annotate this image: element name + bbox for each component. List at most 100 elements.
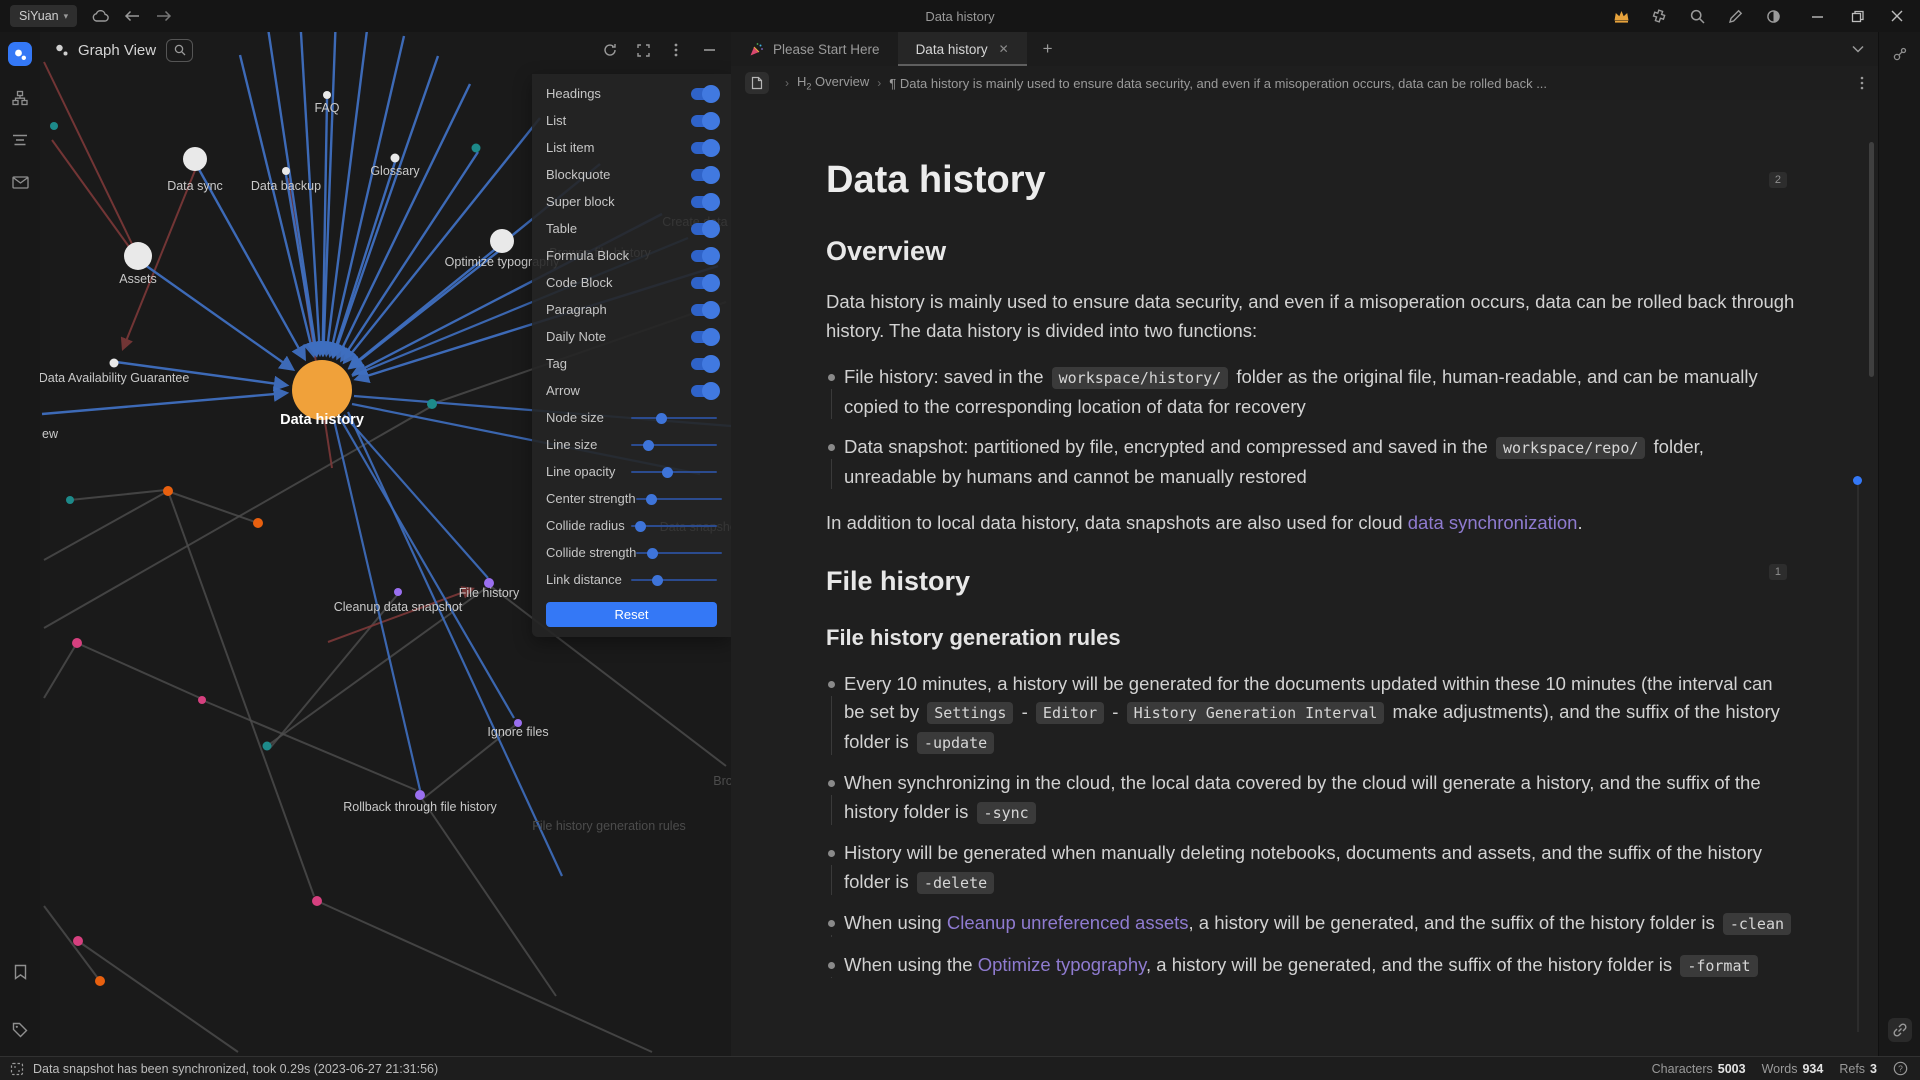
vip-crown-icon[interactable]: [1612, 7, 1630, 25]
new-tab-button[interactable]: +: [1042, 39, 1053, 58]
tab-please-start-here[interactable]: Please Start Here: [731, 32, 898, 66]
graph-node[interactable]: [262, 741, 272, 751]
breadcrumb-more-icon[interactable]: [1860, 76, 1864, 90]
graph-node-glossary[interactable]: [390, 153, 400, 163]
graph-node-label[interactable]: Rollback through file history: [343, 800, 497, 814]
tag-icon[interactable]: [8, 1018, 32, 1042]
graph-node[interactable]: [95, 976, 105, 986]
graph-node-label[interactable]: Assets: [119, 272, 157, 286]
graph-node-data-availability-guarantee[interactable]: [109, 358, 119, 368]
app-menu-button[interactable]: SiYuan ▾: [10, 5, 78, 27]
graph-node-label[interactable]: Data sync: [167, 179, 223, 193]
graph-node-assets[interactable]: [124, 242, 152, 270]
restore-icon[interactable]: [1848, 7, 1866, 25]
graph-node-label[interactable]: Data Availability Guarantee: [40, 371, 189, 385]
slider[interactable]: [631, 438, 717, 452]
toggle-switch[interactable]: [691, 273, 720, 292]
scrollbar-thumb[interactable]: [1869, 142, 1874, 377]
toggle-switch[interactable]: [691, 138, 720, 157]
slider[interactable]: [631, 519, 717, 533]
slider[interactable]: [636, 546, 723, 560]
slider[interactable]: [631, 573, 717, 587]
document-editor[interactable]: Data history 2 Overview Data history is mai…: [731, 100, 1878, 1056]
graph-node-label[interactable]: File history: [459, 586, 520, 600]
graph-node[interactable]: [73, 936, 83, 946]
graph-node-label[interactable]: Cleanup data snapshot: [334, 600, 463, 614]
doc-heading[interactable]: Overview: [826, 236, 947, 266]
refresh-icon[interactable]: [602, 42, 618, 58]
graph-node[interactable]: [198, 696, 206, 704]
graph-dock-icon[interactable]: [8, 42, 32, 66]
slider-knob[interactable]: [646, 547, 658, 559]
document-icon[interactable]: [745, 72, 769, 94]
slider[interactable]: [635, 492, 722, 506]
reset-button[interactable]: Reset: [546, 602, 717, 627]
graph-node[interactable]: [427, 399, 437, 409]
graph-node-label[interactable]: Data history: [280, 412, 364, 428]
graph-node-label[interactable]: Glossary: [370, 164, 420, 178]
graph-node[interactable]: [66, 496, 74, 504]
slider-knob[interactable]: [634, 520, 646, 532]
slider-knob[interactable]: [656, 412, 668, 424]
toggle-switch[interactable]: [691, 354, 720, 373]
block-ref-link[interactable]: Cleanup unreferenced assets: [946, 912, 1189, 933]
doc-paragraph[interactable]: Data history is mainly used to ensure da…: [826, 291, 1795, 341]
slider-knob[interactable]: [662, 466, 674, 478]
graph-node-label[interactable]: Data backup: [251, 179, 321, 193]
graph-node-faq[interactable]: [323, 91, 331, 99]
block-ref-link[interactable]: data synchronization: [1407, 512, 1578, 533]
list-item[interactable]: File history: saved in the workspace/his…: [826, 363, 1796, 421]
list-item[interactable]: History will be generated when manually …: [826, 839, 1796, 897]
block-ref-link[interactable]: Optimize typography: [977, 953, 1146, 975]
toggle-switch[interactable]: [691, 111, 720, 130]
bookmark-icon[interactable]: [8, 960, 32, 984]
tab-list-chevron-icon[interactable]: [1852, 32, 1864, 66]
more-icon[interactable]: [668, 42, 684, 58]
toggle-switch[interactable]: [691, 219, 720, 238]
doc-heading[interactable]: File history 1: [826, 562, 1796, 600]
graph-node[interactable]: [312, 896, 322, 906]
scroll-marker-dot[interactable]: [1853, 476, 1862, 485]
outline-icon[interactable]: [8, 128, 32, 152]
list-item[interactable]: When using Cleanup unreferenced assets, …: [826, 909, 1796, 939]
toggle-switch[interactable]: [691, 165, 720, 184]
toggle-switch[interactable]: [691, 84, 720, 103]
graph-node[interactable]: [50, 122, 58, 130]
graph-node-data-history[interactable]: [292, 360, 352, 420]
plugin-icon[interactable]: [1650, 7, 1668, 25]
list-item[interactable]: Data snapshot: partitioned by file, encr…: [826, 433, 1796, 491]
forward-icon[interactable]: [155, 7, 173, 25]
graph-node-rollback-through-file-history[interactable]: [415, 790, 425, 800]
graph-node[interactable]: [471, 143, 481, 153]
graph-node-label[interactable]: FAQ: [314, 101, 339, 115]
graph-node-cleanup-data-snapshot[interactable]: [394, 588, 402, 596]
doc-paragraph[interactable]: In addition to local data history, data …: [826, 512, 1583, 533]
slider-knob[interactable]: [646, 493, 658, 505]
fullscreen-icon[interactable]: [635, 42, 651, 58]
toggle-switch[interactable]: [691, 246, 720, 265]
collapse-icon[interactable]: [701, 42, 717, 58]
backlink-icon[interactable]: [1888, 1018, 1912, 1042]
toggle-switch[interactable]: [691, 327, 720, 346]
theme-icon[interactable]: [1764, 7, 1782, 25]
graph-ref-icon[interactable]: [1888, 42, 1912, 66]
tab-close-icon[interactable]: ✕: [998, 42, 1009, 56]
file-tree-icon[interactable]: [8, 86, 32, 110]
graph-node[interactable]: [253, 518, 263, 528]
graph-node-label[interactable]: Ignore files: [487, 725, 548, 739]
graph-node[interactable]: [72, 638, 82, 648]
toggle-switch[interactable]: [691, 381, 720, 400]
toggle-switch[interactable]: [691, 192, 720, 211]
help-icon[interactable]: ?: [1893, 1061, 1908, 1076]
cloud-icon[interactable]: [91, 7, 109, 25]
breadcrumb-paragraph[interactable]: ¶ Data history is mainly used to ensure …: [889, 75, 1548, 91]
slider[interactable]: [631, 411, 717, 425]
slider[interactable]: [631, 465, 717, 479]
graph-node-file-history[interactable]: [484, 578, 494, 588]
search-icon[interactable]: [1688, 7, 1706, 25]
minimize-icon[interactable]: [1808, 7, 1826, 25]
graph-node-label[interactable]: Optimize typography: [445, 255, 560, 269]
graph-node-data-backup[interactable]: [282, 167, 290, 175]
slider-knob[interactable]: [643, 439, 655, 451]
tab-data-history[interactable]: Data history ✕: [897, 32, 1027, 66]
